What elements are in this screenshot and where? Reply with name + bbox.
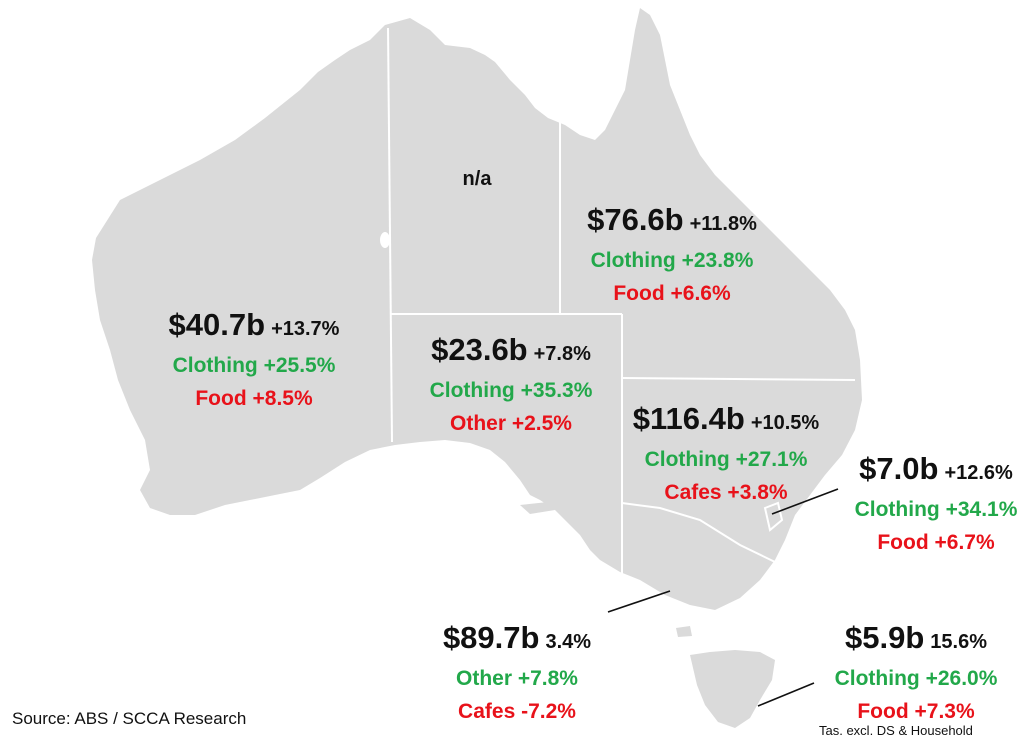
sa-top-category: Clothing +35.3% xyxy=(429,379,593,402)
mainland-shape xyxy=(92,8,862,610)
leader-lines xyxy=(607,488,839,707)
vic-bottom-category: Cafes -7.2% xyxy=(458,700,576,723)
tas-label: $5.9b 15.6% Clothing +26.0% Food +7.3% xyxy=(806,620,1026,728)
vic-top-category: Other +7.8% xyxy=(456,667,578,690)
source-note: Source: ABS / SCCA Research xyxy=(12,709,247,728)
tas-growth: 15.6% xyxy=(930,631,987,653)
state-borders xyxy=(387,27,856,585)
wa-bottom-category: Food +8.5% xyxy=(195,387,313,410)
tas-headline: $5.9b 15.6% xyxy=(806,620,1026,662)
sa-bottom-category: Other +2.5% xyxy=(450,412,572,435)
qld-top-category: Clothing +23.8% xyxy=(590,249,754,272)
tas-footnote: Tas. excl. DS & Household xyxy=(819,723,973,738)
tas-leader-line xyxy=(757,682,815,707)
nsw-total: $116.4b xyxy=(632,401,745,436)
wa-top-category: Clothing +25.5% xyxy=(172,354,336,377)
act-headline: $7.0b +12.6% xyxy=(826,451,1030,493)
wa-headline: $40.7b +13.7% xyxy=(124,307,384,349)
vic-total: $89.7b xyxy=(442,620,540,655)
act-label: $7.0b +12.6% Clothing +34.1% Food +6.7% xyxy=(826,451,1030,559)
wa-total: $40.7b xyxy=(168,307,266,342)
nt-label: n/a xyxy=(437,168,517,191)
act-leader-line xyxy=(771,488,839,515)
wa-label: $40.7b +13.7% Clothing +25.5% Food +8.5% xyxy=(124,307,384,415)
bass-strait-island-shape xyxy=(676,626,692,637)
kangaroo-island-shape xyxy=(520,502,555,514)
tas-top-category: Clothing +26.0% xyxy=(834,667,998,690)
sa-total: $23.6b xyxy=(431,332,528,367)
nsw-growth: +10.5% xyxy=(750,412,820,434)
vic-label: $89.7b 3.4% Other +7.8% Cafes -7.2% xyxy=(397,620,637,728)
qld-label: $76.6b +11.8% Clothing +23.8% Food +6.6% xyxy=(542,202,802,310)
tasmania-shape xyxy=(690,650,775,728)
tas-bottom-category: Food +7.3% xyxy=(857,700,975,723)
tas-total: $5.9b xyxy=(845,620,925,655)
act-bottom-category: Food +6.7% xyxy=(877,531,995,554)
act-total: $7.0b xyxy=(859,451,939,486)
vic-leader-line xyxy=(607,590,671,613)
qld-total: $76.6b xyxy=(587,202,684,237)
nsw-label: $116.4b +10.5% Clothing +27.1% Cafes +3.8… xyxy=(596,401,856,509)
nsw-headline: $116.4b +10.5% xyxy=(596,401,856,443)
sa-growth: +7.8% xyxy=(533,343,591,365)
vic-growth: 3.4% xyxy=(545,631,592,653)
act-growth: +12.6% xyxy=(944,462,1013,484)
vic-headline: $89.7b 3.4% xyxy=(397,620,637,662)
nsw-top-category: Clothing +27.1% xyxy=(644,448,808,471)
sa-label: $23.6b +7.8% Clothing +35.3% Other +2.5% xyxy=(381,332,641,440)
qld-growth: +11.8% xyxy=(689,213,757,235)
nsw-bottom-category: Cafes +3.8% xyxy=(664,481,788,504)
qld-headline: $76.6b +11.8% xyxy=(542,202,802,244)
act-top-category: Clothing +34.1% xyxy=(854,498,1018,521)
wa-growth: +13.7% xyxy=(271,318,340,340)
qld-bottom-category: Food +6.6% xyxy=(613,282,731,305)
sa-headline: $23.6b +7.8% xyxy=(381,332,641,374)
lake-shape xyxy=(380,232,390,248)
nt-na-text: n/a xyxy=(462,168,492,190)
